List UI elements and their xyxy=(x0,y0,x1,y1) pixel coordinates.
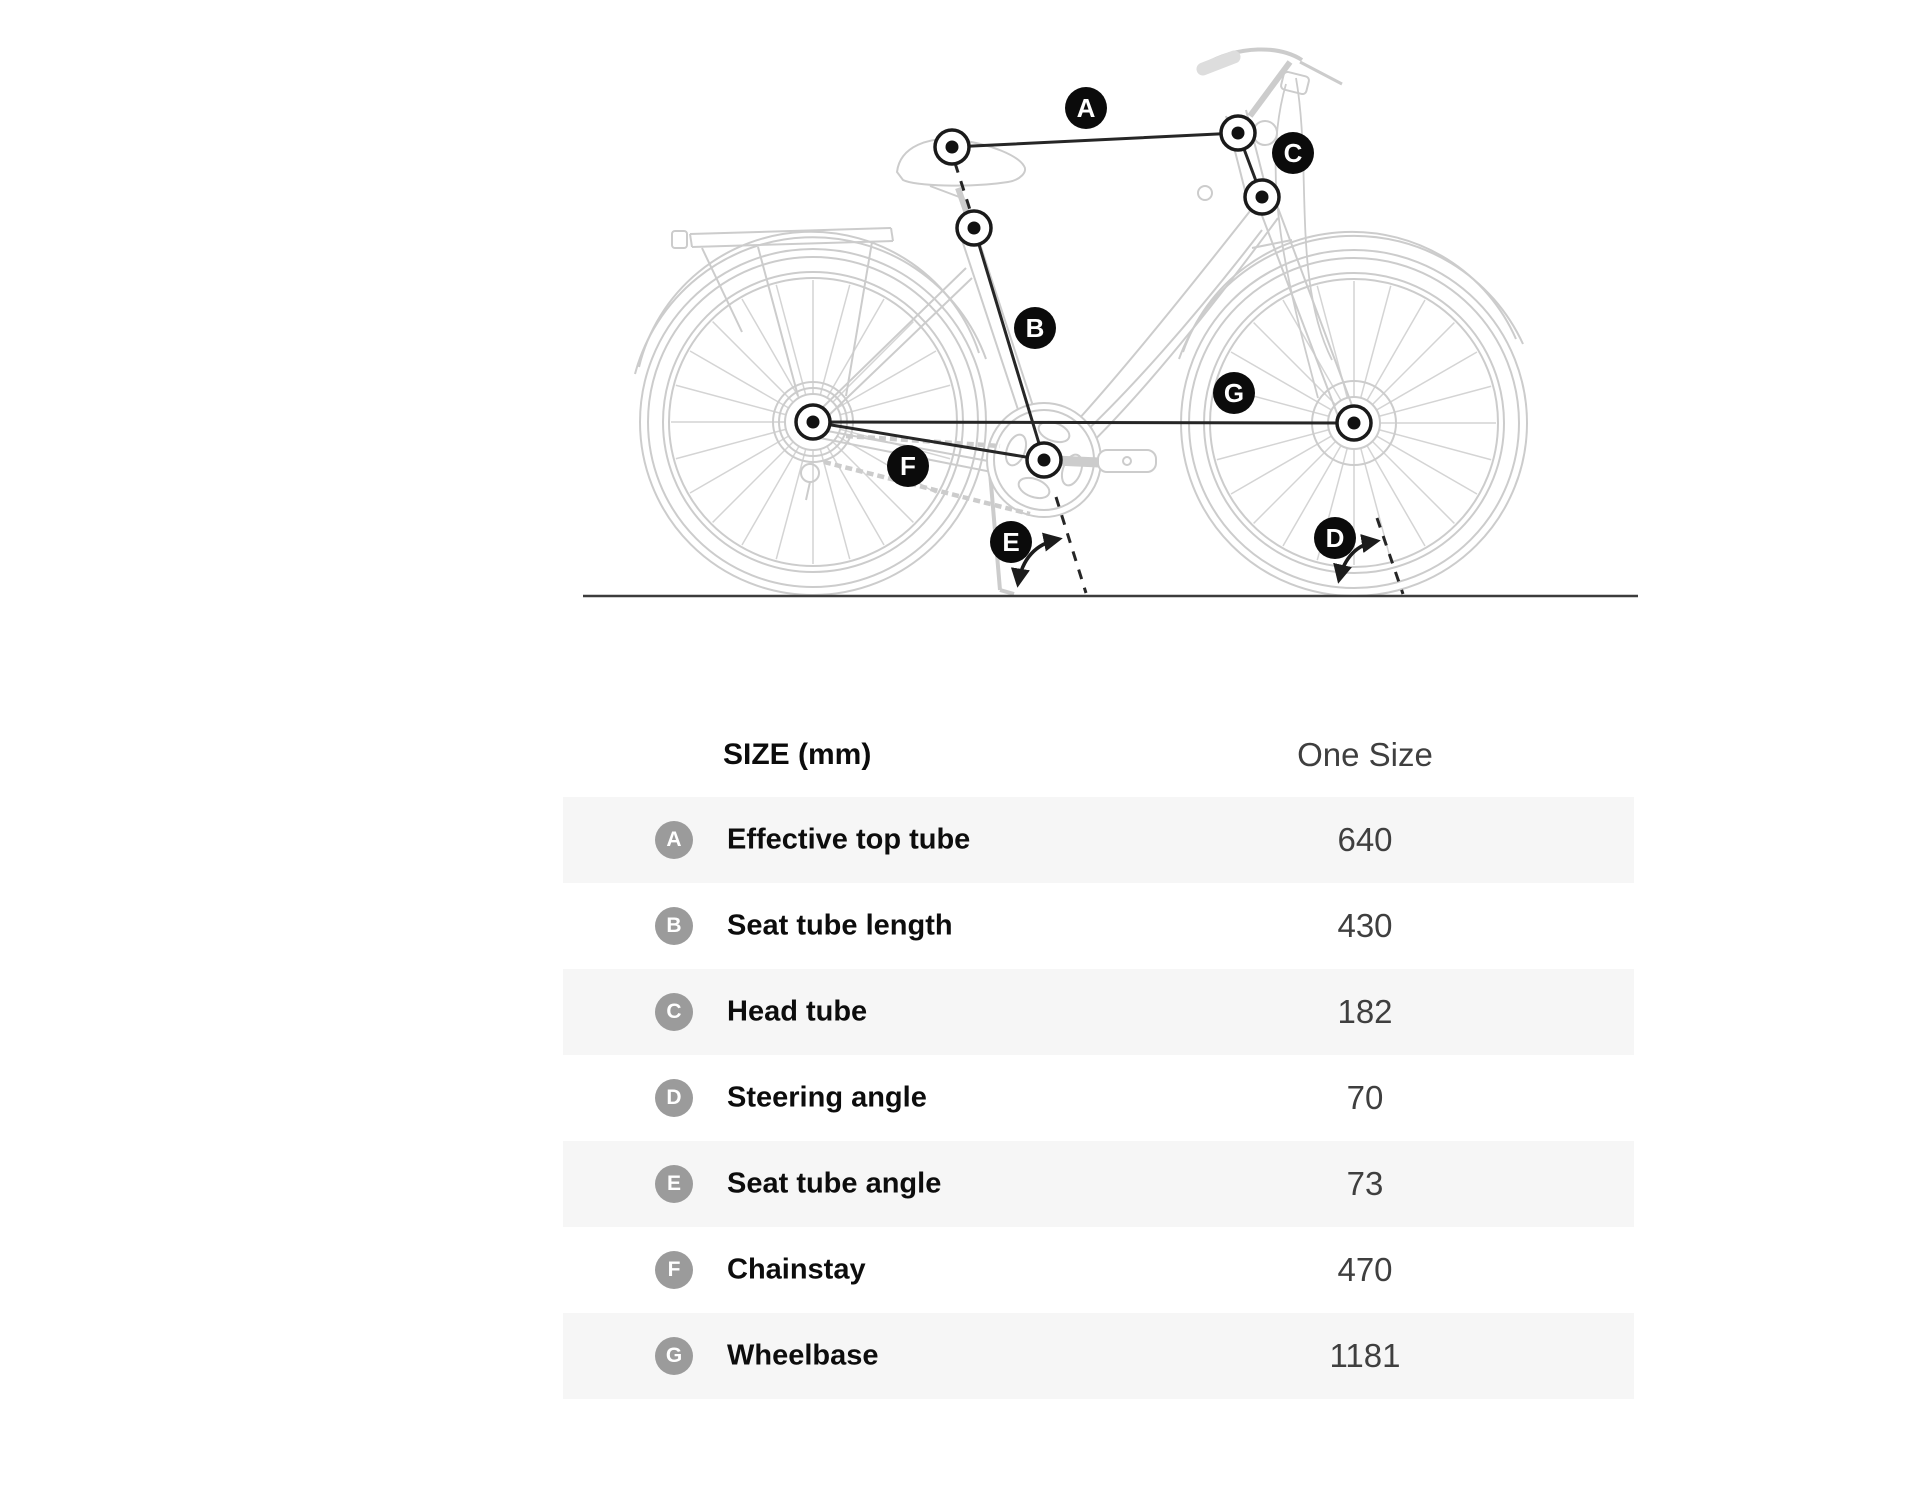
diagram-badges: A B C D E F G xyxy=(887,87,1356,563)
row-badge: C xyxy=(655,993,693,1031)
table-row: D Steering angle 70 xyxy=(563,1055,1634,1141)
chainstay-line xyxy=(811,420,1046,462)
crankset-sketch xyxy=(823,402,1157,518)
svg-text:B: B xyxy=(1026,313,1045,343)
row-badge: F xyxy=(655,1251,693,1289)
svg-text:A: A xyxy=(1077,93,1096,123)
bike-geometry-diagram: A B C D E F G xyxy=(583,47,1638,598)
table-row: G Wheelbase 1181 xyxy=(563,1313,1634,1399)
svg-text:F: F xyxy=(900,451,916,481)
diagram-badge-a: A xyxy=(1065,87,1107,129)
row-value: 470 xyxy=(1337,1251,1393,1288)
row-badge: G xyxy=(655,1337,693,1375)
marker-head-bottom xyxy=(1243,178,1281,216)
row-label: Seat tube length xyxy=(727,909,953,942)
table-row: F Chainstay 470 xyxy=(563,1227,1634,1313)
rear-rack xyxy=(671,227,894,397)
row-value: 430 xyxy=(1337,907,1393,944)
diagram-badge-f: F xyxy=(887,445,929,487)
table-header: SIZE (mm) One Size xyxy=(563,722,1634,797)
table-row: A Effective top tube 640 xyxy=(563,797,1634,883)
svg-text:D: D xyxy=(1326,523,1345,553)
row-label: Effective top tube xyxy=(727,823,971,856)
row-badge: B xyxy=(655,907,693,945)
marker-seat-cluster xyxy=(955,209,993,247)
size-column-header: SIZE (mm) xyxy=(723,738,872,771)
seat-axis-dashed-upper xyxy=(953,162,973,214)
svg-text:C: C xyxy=(1284,138,1303,168)
geometry-lines xyxy=(811,131,1405,595)
bike-sketch xyxy=(634,47,1528,597)
steering-axis-dashed xyxy=(1375,517,1405,595)
marker-head-top xyxy=(1219,114,1257,152)
row-label: Wheelbase xyxy=(727,1339,879,1372)
diagram-badge-g: G xyxy=(1213,372,1255,414)
fork-sketch xyxy=(1251,204,1357,417)
one-size-column-header: One Size xyxy=(1297,736,1433,773)
row-value: 70 xyxy=(1346,1079,1384,1116)
row-label: Steering angle xyxy=(727,1081,927,1114)
row-value: 73 xyxy=(1346,1165,1384,1202)
marker-rear-axle xyxy=(794,403,832,441)
seat-angle-arc xyxy=(1010,532,1063,588)
steering-angle-arc xyxy=(1333,534,1381,584)
marker-saddle xyxy=(933,128,971,166)
table-row: C Head tube 182 xyxy=(563,969,1634,1055)
row-value: 640 xyxy=(1337,821,1393,858)
geometry-table: SIZE (mm) One Size A Effective top tube … xyxy=(563,722,1634,1399)
row-label: Seat tube angle xyxy=(727,1167,942,1200)
svg-text:G: G xyxy=(1224,378,1244,408)
wheelbase-line xyxy=(811,420,1356,425)
handlebar-sketch xyxy=(1196,47,1343,399)
svg-text:E: E xyxy=(1002,527,1019,557)
row-badge: A xyxy=(655,821,693,859)
row-label: Chainstay xyxy=(727,1253,866,1286)
marker-bottom-bracket xyxy=(1025,441,1063,479)
diagram-badge-d: D xyxy=(1314,517,1356,559)
row-value: 1181 xyxy=(1329,1337,1401,1374)
row-label: Head tube xyxy=(727,995,868,1028)
seat-axis-dashed-lower xyxy=(1054,496,1088,594)
frame-sketch xyxy=(819,109,1279,596)
diagram-badge-c: C xyxy=(1272,132,1314,174)
table-row: E Seat tube angle 73 xyxy=(563,1141,1634,1227)
effective-top-tube-line xyxy=(950,131,1240,149)
table-row: B Seat tube length 430 xyxy=(563,883,1634,969)
row-badge: D xyxy=(655,1079,693,1117)
diagram-badge-e: E xyxy=(990,521,1032,563)
marker-front-axle xyxy=(1335,404,1373,442)
measurement-markers xyxy=(794,114,1373,479)
row-value: 182 xyxy=(1337,993,1393,1030)
diagram-badge-b: B xyxy=(1014,307,1056,349)
row-badge: E xyxy=(655,1165,693,1203)
